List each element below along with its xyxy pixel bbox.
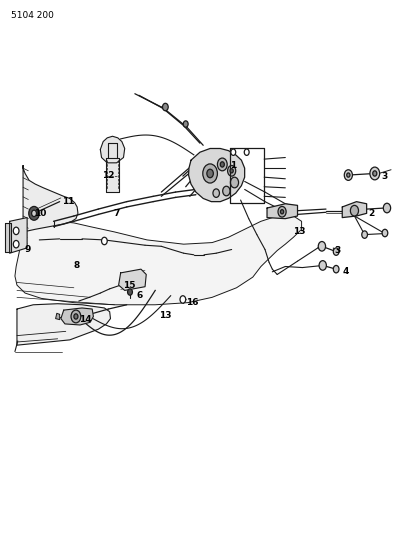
Text: 12: 12 bbox=[102, 171, 114, 180]
Circle shape bbox=[370, 167, 380, 180]
Circle shape bbox=[278, 206, 286, 217]
Circle shape bbox=[203, 164, 217, 183]
Text: 15: 15 bbox=[123, 280, 135, 289]
Text: 1: 1 bbox=[231, 161, 237, 170]
Text: 13: 13 bbox=[159, 311, 172, 320]
Circle shape bbox=[362, 231, 368, 238]
Text: 13: 13 bbox=[293, 228, 305, 237]
Polygon shape bbox=[10, 217, 27, 253]
Circle shape bbox=[217, 158, 227, 171]
Polygon shape bbox=[23, 165, 78, 232]
Circle shape bbox=[228, 165, 236, 176]
Circle shape bbox=[280, 209, 284, 214]
Circle shape bbox=[71, 310, 81, 323]
Text: 9: 9 bbox=[24, 245, 31, 254]
Text: 3: 3 bbox=[381, 172, 387, 181]
Text: 8: 8 bbox=[73, 261, 79, 270]
Circle shape bbox=[383, 203, 390, 213]
Circle shape bbox=[382, 229, 388, 237]
Circle shape bbox=[180, 296, 186, 303]
Polygon shape bbox=[188, 149, 245, 201]
Circle shape bbox=[13, 227, 19, 235]
Text: 16: 16 bbox=[186, 298, 198, 307]
Text: 11: 11 bbox=[62, 197, 74, 206]
Circle shape bbox=[128, 289, 133, 295]
Polygon shape bbox=[106, 158, 120, 192]
Text: 14: 14 bbox=[79, 315, 91, 324]
Circle shape bbox=[31, 210, 36, 216]
Polygon shape bbox=[342, 201, 367, 217]
Text: 4: 4 bbox=[342, 268, 348, 276]
Circle shape bbox=[373, 171, 377, 176]
Circle shape bbox=[347, 173, 350, 177]
Circle shape bbox=[231, 177, 239, 188]
Circle shape bbox=[230, 168, 233, 173]
Text: 10: 10 bbox=[34, 209, 47, 218]
Polygon shape bbox=[15, 216, 302, 305]
Circle shape bbox=[231, 149, 236, 156]
Circle shape bbox=[13, 240, 19, 248]
Text: 2: 2 bbox=[369, 209, 375, 218]
Circle shape bbox=[220, 162, 224, 167]
Polygon shape bbox=[17, 304, 111, 345]
Circle shape bbox=[207, 169, 213, 177]
Circle shape bbox=[102, 237, 107, 245]
Circle shape bbox=[350, 205, 359, 216]
Polygon shape bbox=[5, 223, 11, 252]
Polygon shape bbox=[267, 204, 297, 219]
Polygon shape bbox=[61, 308, 93, 325]
Text: 3: 3 bbox=[334, 246, 340, 255]
Circle shape bbox=[183, 121, 188, 127]
Circle shape bbox=[29, 206, 39, 220]
Circle shape bbox=[223, 186, 230, 196]
Circle shape bbox=[319, 261, 326, 270]
Circle shape bbox=[344, 169, 353, 180]
Text: 5104 200: 5104 200 bbox=[11, 11, 54, 20]
Circle shape bbox=[244, 149, 249, 156]
Circle shape bbox=[333, 248, 339, 255]
Circle shape bbox=[333, 265, 339, 273]
Circle shape bbox=[74, 314, 78, 319]
Polygon shape bbox=[100, 136, 125, 163]
Circle shape bbox=[162, 103, 168, 111]
Polygon shape bbox=[55, 313, 60, 320]
Circle shape bbox=[318, 241, 326, 251]
Text: 7: 7 bbox=[114, 209, 120, 218]
Circle shape bbox=[213, 189, 220, 197]
Polygon shape bbox=[119, 269, 146, 290]
Text: 6: 6 bbox=[136, 291, 142, 300]
